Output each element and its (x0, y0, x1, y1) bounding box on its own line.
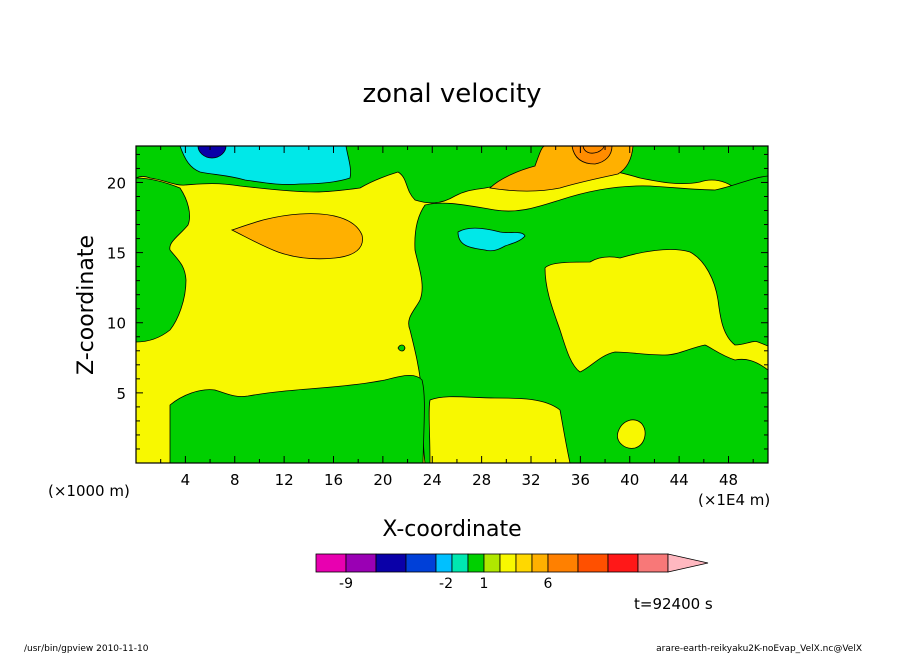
colorbar-swatch (375, 553, 407, 573)
y-tick-label: 15 (107, 245, 126, 263)
colorbar-tick-label: -9 (339, 576, 353, 592)
plot-frame (135, 145, 769, 464)
footer-right: arare-earth-reikyaku2K-noEvap_VelX.nc@Ve… (656, 644, 862, 654)
chart-title: zonal velocity (362, 79, 541, 109)
colorbar-swatch (531, 553, 549, 573)
footer-left: /usr/bin/gpview 2010-11-10 (24, 644, 149, 654)
colorbar (315, 553, 709, 573)
colorbar-tick-label: -2 (439, 576, 453, 592)
x-unit-right: (×1E4 m) (698, 491, 770, 509)
y-axis-label: Z-coordinate (74, 235, 99, 375)
colorbar-swatch (499, 553, 517, 573)
x-tick-label: 24 (423, 471, 442, 489)
contour-region-green-islet (397, 344, 406, 352)
y-tick-label: 20 (107, 174, 126, 192)
colorbar-swatch (435, 553, 453, 573)
plot-area (135, 145, 769, 464)
contour-region-darkorange (571, 146, 613, 165)
x-tick-label: 48 (719, 471, 738, 489)
contour-region-yellow-small (617, 419, 646, 449)
x-tick-label: 44 (670, 471, 689, 489)
y-tick-label: 10 (107, 315, 126, 333)
colorbar-swatch (607, 553, 639, 573)
x-tick-label: 40 (620, 471, 639, 489)
contour-region-blue (197, 146, 227, 159)
colorbar-tick-label: 6 (544, 576, 553, 592)
x-axis: 4 8 12 16 20 24 28 32 36 40 44 48 (160, 146, 754, 489)
colorbar-swatch (345, 553, 377, 573)
x-tick-label: 8 (230, 471, 240, 489)
colorbar-swatch (515, 553, 533, 573)
contour-region-cyan-left (179, 146, 351, 185)
contour-line-inner (582, 146, 605, 154)
colorbar-extend-arrow (667, 553, 709, 573)
x-tick-label: 32 (521, 471, 540, 489)
x-tick-label: 20 (373, 471, 392, 489)
x-tick-label: 36 (571, 471, 590, 489)
colorbar-swatch (405, 553, 437, 573)
colorbar-swatch (467, 553, 485, 573)
colorbar-swatch (637, 553, 669, 573)
x-tick-label: 28 (472, 471, 491, 489)
y-tick-label: 5 (116, 385, 126, 403)
x-unit-left: (×1000 m) (48, 482, 130, 500)
x-tick-label: 4 (181, 471, 191, 489)
contour-region-yellow-right (544, 249, 768, 373)
contour-region-orange-left (230, 213, 363, 260)
colorbar-swatch (547, 553, 579, 573)
colorbar-labels: -9 -2 1 6 (339, 576, 553, 592)
contour-region-cyan-mid (457, 227, 526, 252)
time-annotation: t=92400 s (634, 595, 713, 613)
colorbar-swatch (577, 553, 609, 573)
colorbar-tick-label: 1 (480, 576, 489, 592)
y-axis: 5 10 15 20 (107, 153, 768, 450)
colorbar-swatch (451, 553, 469, 573)
x-axis-label: X-coordinate (382, 517, 521, 542)
colorbar-swatch (315, 553, 347, 573)
contour-region-green-left (136, 177, 190, 343)
colorbar-swatch (483, 553, 501, 573)
x-tick-label: 12 (275, 471, 294, 489)
contour-region-green-bottom (169, 375, 425, 463)
x-tick-label: 16 (324, 471, 343, 489)
